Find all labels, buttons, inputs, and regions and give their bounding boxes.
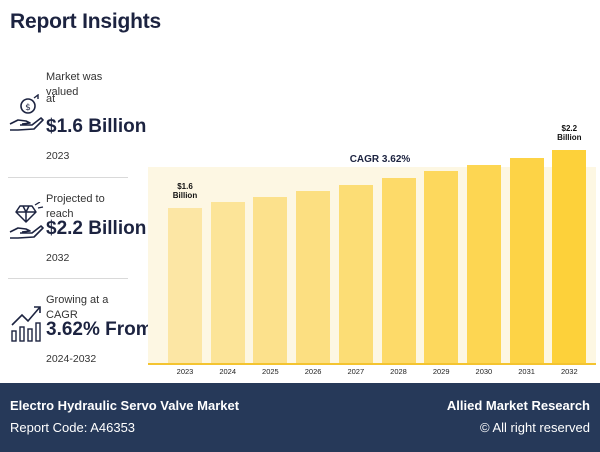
market-title: Electro Hydraulic Servo Valve Market <box>10 398 240 413</box>
x-tick-label: 2024 <box>219 367 237 376</box>
x-tick-label: 2027 <box>347 367 365 376</box>
bar-2023 <box>168 208 202 363</box>
diamond-hand-icon <box>8 201 44 242</box>
x-tick-label: 2025 <box>262 367 279 376</box>
bar-2029 <box>424 171 459 363</box>
x-tick-label: 2028 <box>390 367 407 376</box>
data-label-2032: $2.2 Billion <box>557 124 582 143</box>
svg-text:$: $ <box>25 103 31 113</box>
page-title: Report Insights <box>10 10 162 33</box>
x-tick-label: 2029 <box>432 367 450 376</box>
stat-year: 2023 <box>46 150 70 162</box>
stat-value: $2.2 Billion <box>46 218 147 239</box>
bar-2032 <box>552 150 587 363</box>
bar-2027 <box>338 184 373 363</box>
stat-projected-value: Projected to reach $2.2 Billion 2032 <box>8 192 146 272</box>
stat-value: 3.62% From <box>46 319 153 340</box>
bar-2024 <box>210 202 245 363</box>
stat-year: 2024-2032 <box>46 353 97 365</box>
stat-cagr: Growing at a CAGR 3.62% From 2024-2032 <box>8 293 153 373</box>
chart-title: CAGR 3.62% <box>349 154 411 165</box>
stat-label-line1: Projected to reach <box>46 193 105 220</box>
stat-value: $1.6 Billion <box>46 116 147 137</box>
x-tick-label: 2031 <box>518 367 535 376</box>
x-tick-label: 2023 <box>176 367 194 376</box>
data-label-2023: $1.6 Billion <box>172 182 198 201</box>
brand-name: Allied Market Research <box>446 398 590 413</box>
bar-2025 <box>253 196 288 363</box>
report-code: Report Code: A46353 <box>10 420 136 435</box>
stat-year: 2032 <box>46 252 70 264</box>
money-hand-icon: $ <box>8 93 44 134</box>
copyright: © All right reserved <box>479 420 590 435</box>
bar-2028 <box>381 178 416 363</box>
divider <box>8 177 128 178</box>
stat-label-line2: at <box>46 93 56 105</box>
divider <box>8 278 128 279</box>
stat-label-line1: Market was valued <box>46 71 103 98</box>
x-axis-line <box>148 363 596 365</box>
x-tick-label: 2030 <box>475 367 493 376</box>
footer: Electro Hydraulic Servo Valve Market Rep… <box>0 383 600 452</box>
bar-2031 <box>509 157 544 363</box>
x-tick-label: 2026 <box>304 367 322 376</box>
growth-chart-icon <box>8 303 44 343</box>
stat-market-value: $ Market was valued at $1.6 Billion 2023 <box>8 70 146 165</box>
x-tick-label: 2032 <box>560 367 578 376</box>
stat-label-line1: Growing at a CAGR <box>46 294 109 321</box>
bar-2026 <box>296 190 331 363</box>
bar-2030 <box>466 164 501 363</box>
